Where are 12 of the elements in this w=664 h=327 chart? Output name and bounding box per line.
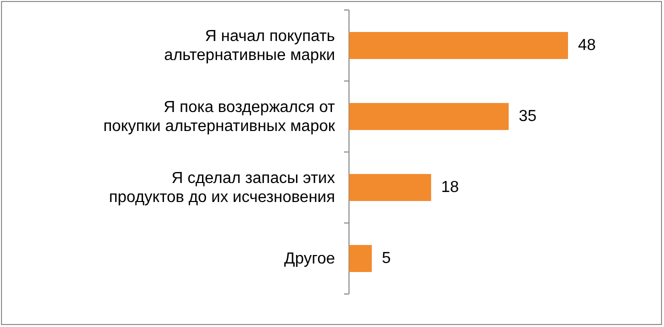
y-tick-label: Я пока воздержался от покупки альтернативных марок [103,98,336,134]
bar [349,103,509,130]
y-tick-label: Я сделал запасы этих продуктов до их исчезновения [108,170,335,206]
data-label: 5 [382,250,391,267]
bar [349,174,432,201]
y-tick-label: Я начал покупать альтернативные марки [164,28,335,64]
data-label: 18 [441,179,460,196]
data-label: 48 [578,37,596,54]
y-tick-label: Другое [284,250,336,267]
data-label: 35 [518,108,537,125]
bar [349,245,372,272]
bar [349,32,568,59]
